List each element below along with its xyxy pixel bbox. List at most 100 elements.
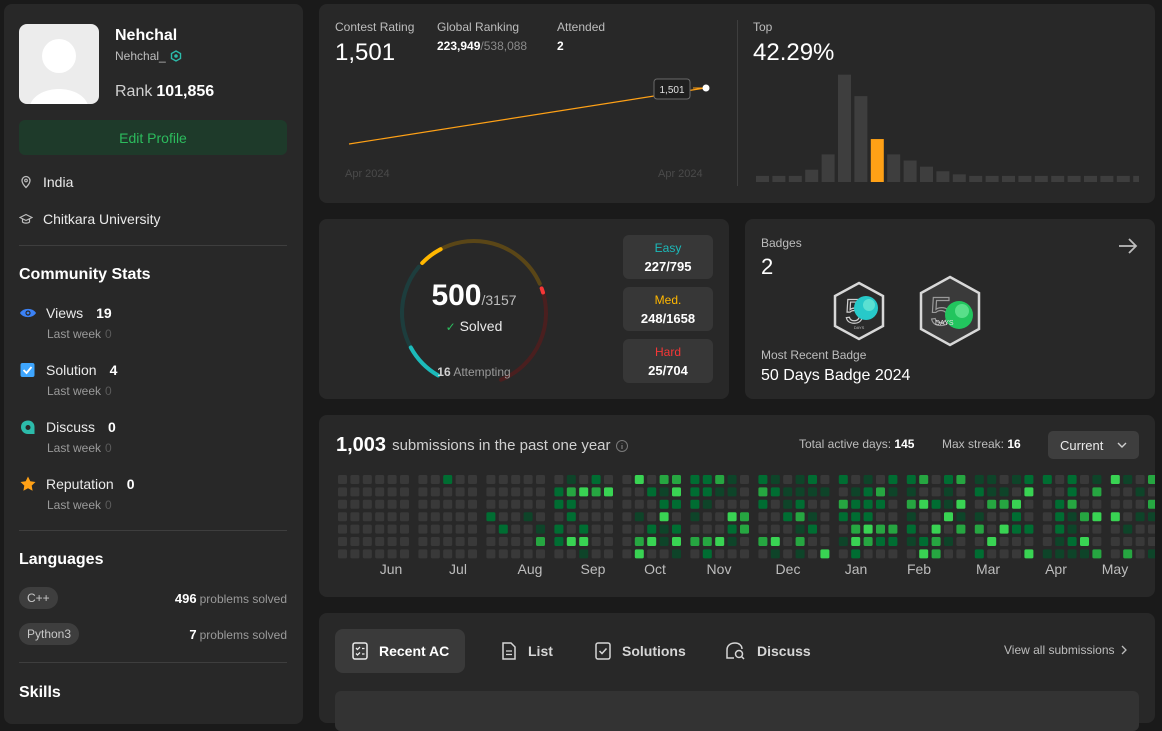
heatmap-cell[interactable]	[1123, 537, 1133, 546]
heatmap-cell[interactable]	[1055, 499, 1065, 509]
heatmap-cell[interactable]	[888, 487, 898, 497]
heatmap-cell[interactable]	[647, 499, 657, 509]
heatmap-cell[interactable]	[1055, 524, 1065, 534]
heatmap-cell[interactable]	[863, 549, 873, 559]
heatmap-cell[interactable]	[443, 524, 453, 534]
heatmap-cell[interactable]	[838, 499, 848, 509]
heatmap-cell[interactable]	[795, 487, 805, 497]
heatmap-cell[interactable]	[418, 487, 428, 497]
heatmap-cell[interactable]	[1092, 512, 1102, 522]
heatmap-cell[interactable]	[350, 549, 360, 559]
heatmap-cell[interactable]	[400, 524, 409, 534]
heatmap-cell[interactable]	[702, 487, 712, 497]
heatmap-cell[interactable]	[1067, 487, 1077, 497]
heatmap-cell[interactable]	[740, 537, 749, 546]
heatmap-cell[interactable]	[566, 475, 576, 484]
heatmap-cell[interactable]	[876, 475, 885, 484]
heatmap-cell[interactable]	[702, 499, 712, 509]
heatmap-cell[interactable]	[931, 487, 941, 497]
heatmap-cell[interactable]	[1148, 512, 1155, 522]
heatmap-cell[interactable]	[468, 549, 477, 559]
heatmap-cell[interactable]	[906, 512, 916, 522]
heatmap-cell[interactable]	[770, 512, 780, 522]
heatmap-cell[interactable]	[566, 537, 576, 546]
heatmap-cell[interactable]	[758, 537, 768, 546]
heatmap-cell[interactable]	[554, 475, 564, 484]
heatmap-cell[interactable]	[622, 512, 632, 522]
heatmap-cell[interactable]	[604, 512, 613, 522]
heatmap-cell[interactable]	[1135, 512, 1145, 522]
heatmap-cell[interactable]	[554, 524, 564, 534]
heatmap-cell[interactable]	[999, 499, 1009, 509]
heatmap-cell[interactable]	[820, 475, 830, 484]
heatmap-cell[interactable]	[740, 499, 749, 509]
heatmap-cell[interactable]	[1012, 524, 1021, 534]
heatmap-cell[interactable]	[727, 524, 737, 534]
heatmap-cell[interactable]	[362, 475, 372, 484]
heatmap-cell[interactable]	[375, 499, 385, 509]
heatmap-cell[interactable]	[715, 524, 725, 534]
heatmap-cell[interactable]	[498, 537, 508, 546]
heatmap-cell[interactable]	[523, 499, 533, 509]
heatmap-cell[interactable]	[1148, 537, 1155, 546]
heatmap-cell[interactable]	[851, 549, 861, 559]
heatmap-cell[interactable]	[554, 537, 564, 546]
tab-list[interactable]: List	[484, 629, 569, 673]
heatmap-cell[interactable]	[523, 524, 533, 534]
heatmap-cell[interactable]	[486, 475, 496, 484]
arrow-right-icon[interactable]	[1117, 236, 1139, 256]
heatmap-cell[interactable]	[350, 475, 360, 484]
heatmap-cell[interactable]	[770, 487, 780, 497]
heatmap-cell[interactable]	[486, 549, 496, 559]
heatmap-cell[interactable]	[944, 512, 953, 522]
heatmap-cell[interactable]	[591, 524, 601, 534]
heatmap-cell[interactable]	[350, 512, 360, 522]
heatmap-cell[interactable]	[1067, 549, 1077, 559]
heatmap-cell[interactable]	[1067, 512, 1077, 522]
heatmap-cell[interactable]	[338, 512, 347, 522]
heatmap-cell[interactable]	[888, 499, 898, 509]
hard-stat[interactable]: Hard 25/704	[623, 339, 713, 383]
heatmap-cell[interactable]	[1055, 512, 1065, 522]
school-text[interactable]: Chitkara University	[43, 211, 161, 227]
heatmap-cell[interactable]	[1012, 475, 1021, 484]
heatmap-cell[interactable]	[647, 487, 657, 497]
heatmap-cell[interactable]	[443, 537, 453, 546]
heatmap-cell[interactable]	[375, 549, 385, 559]
heatmap-cell[interactable]	[604, 499, 613, 509]
heatmap-cell[interactable]	[987, 487, 997, 497]
heatmap-cell[interactable]	[387, 512, 397, 522]
heatmap-cell[interactable]	[1042, 537, 1052, 546]
heatmap-cell[interactable]	[690, 475, 700, 484]
heatmap-cell[interactable]	[591, 475, 601, 484]
heatmap-cell[interactable]	[690, 487, 700, 497]
heatmap-cell[interactable]	[418, 524, 428, 534]
heatmap-cell[interactable]	[999, 549, 1009, 559]
heatmap-cell[interactable]	[554, 499, 564, 509]
heatmap-cell[interactable]	[455, 512, 465, 522]
heatmap-cell[interactable]	[999, 537, 1009, 546]
heatmap-cell[interactable]	[455, 524, 465, 534]
heatmap-cell[interactable]	[1042, 475, 1052, 484]
heatmap-cell[interactable]	[808, 537, 817, 546]
heatmap-cell[interactable]	[863, 487, 873, 497]
heatmap-cell[interactable]	[672, 475, 681, 484]
heatmap-cell[interactable]	[468, 499, 477, 509]
heatmap-cell[interactable]	[634, 487, 644, 497]
heatmap-cell[interactable]	[338, 549, 347, 559]
heatmap-cell[interactable]	[418, 512, 428, 522]
heatmap-cell[interactable]	[468, 537, 477, 546]
heatmap-cell[interactable]	[1135, 537, 1145, 546]
heatmap-cell[interactable]	[511, 499, 521, 509]
heatmap-cell[interactable]	[702, 512, 712, 522]
heatmap-cell[interactable]	[455, 537, 465, 546]
heatmap-cell[interactable]	[579, 524, 589, 534]
heatmap-cell[interactable]	[944, 537, 953, 546]
heatmap-cell[interactable]	[808, 487, 817, 497]
heatmap-cell[interactable]	[443, 475, 453, 484]
heatmap-cell[interactable]	[987, 512, 997, 522]
heatmap-cell[interactable]	[536, 512, 545, 522]
heatmap-cell[interactable]	[400, 475, 409, 484]
heatmap-cell[interactable]	[523, 487, 533, 497]
heatmap-cell[interactable]	[486, 524, 496, 534]
